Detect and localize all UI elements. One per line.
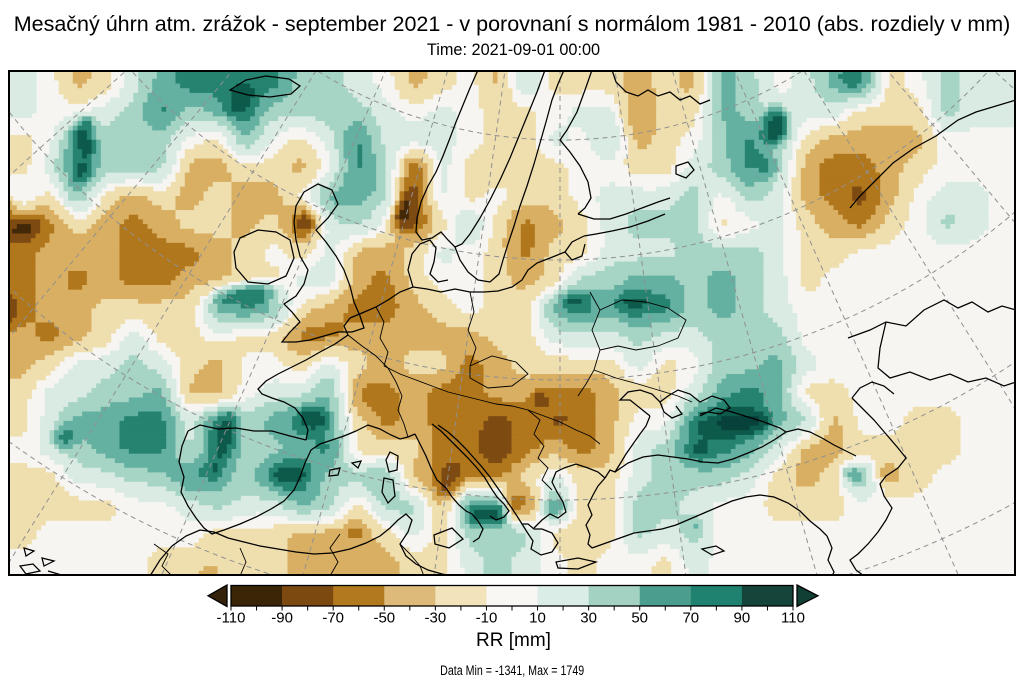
- svg-text:70: 70: [682, 610, 699, 627]
- svg-text:-50: -50: [373, 610, 395, 627]
- svg-text:-30: -30: [425, 610, 447, 627]
- svg-text:-110: -110: [217, 610, 246, 627]
- svg-text:-90: -90: [271, 610, 293, 627]
- svg-text:10: 10: [529, 610, 546, 627]
- svg-text:110: 110: [781, 610, 805, 627]
- svg-text:90: 90: [734, 610, 751, 627]
- svg-text:50: 50: [631, 610, 648, 627]
- svg-text:-70: -70: [322, 610, 344, 627]
- svg-text:30: 30: [580, 610, 597, 627]
- svg-text:-10: -10: [476, 610, 498, 627]
